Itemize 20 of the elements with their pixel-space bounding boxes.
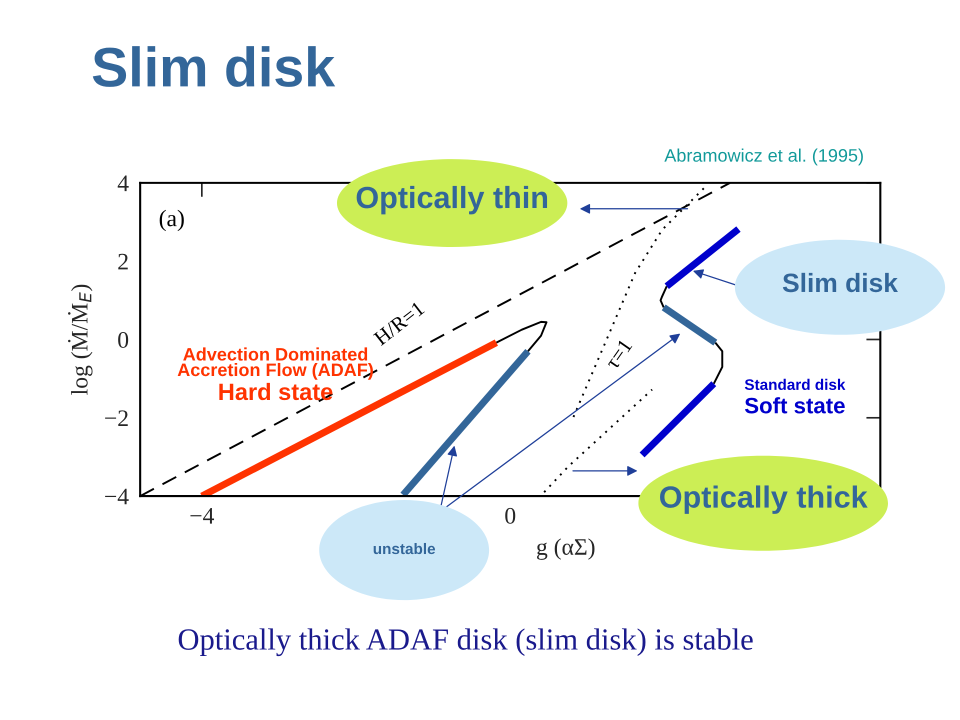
- text: Optically thick ADAF disk (slim disk) is stable: [178, 628, 753, 656]
- annotation: Slim disk: [782, 272, 898, 292]
- annotation: Soft state: [744, 397, 845, 414]
- annotation: Hard state: [219, 382, 332, 400]
- annotation: Optically thin: [356, 186, 548, 214]
- annotation: Optically thick: [660, 485, 868, 514]
- y-tick-label: −2: [105, 410, 128, 426]
- text: Abramowicz et al. (1995): [664, 148, 863, 166]
- annotation: Advection Dominated Accretion Flow (ADAF): [178, 347, 373, 380]
- y-tick-label: 0: [118, 332, 128, 348]
- y-tick-label: 4: [118, 176, 129, 192]
- y-tick-label: 2: [118, 254, 128, 270]
- y-axis-title: log (Ṁ/Ṁ$_{E}$): [68, 284, 93, 395]
- chart-title: Slim disk: [92, 46, 336, 87]
- annotation: τ=1: [604, 338, 632, 370]
- text: unstable: [374, 542, 436, 554]
- x-axis-title: g (αΣ): [536, 538, 594, 560]
- y-tick-label: −4: [105, 488, 129, 504]
- annotation: Standard disk: [744, 378, 846, 390]
- annotation: (a): [160, 210, 184, 232]
